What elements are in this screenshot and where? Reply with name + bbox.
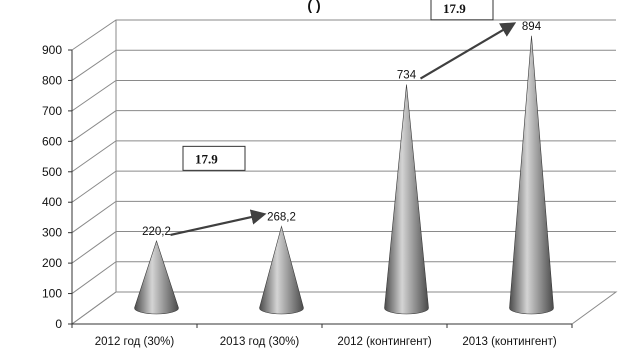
x-tick-label: 2013 год (30%) (220, 336, 300, 348)
y-tick-label: 900 (42, 43, 62, 57)
cone-series (135, 36, 554, 314)
y-tick-label: 600 (42, 134, 62, 148)
cone-bar (385, 85, 429, 314)
x-tick-label: 2012 год (30%) (95, 336, 175, 348)
data-label: 220,2 (142, 226, 171, 238)
data-labels: 220,2 268,2 734 894 (142, 21, 542, 238)
y-tick-label: 200 (42, 256, 62, 270)
y-axis-ticks: 0 100 200 300 400 500 600 700 800 900 (42, 43, 62, 331)
data-label: 734 (397, 70, 417, 82)
x-tick-label: 2013 (контингент) (462, 336, 557, 348)
cone-bar (135, 241, 179, 314)
data-label: 894 (522, 21, 542, 33)
x-axis-ticks: 2012 год (30%) 2013 год (30%) 2012 (контин… (95, 336, 557, 348)
x-tick-label: 2012 (контингент) (337, 336, 432, 348)
y-tick-label: 300 (42, 226, 62, 240)
trend-arrow (421, 24, 514, 79)
y-tick-label: 400 (42, 195, 62, 209)
cone-bar (510, 36, 554, 314)
y-tick-label: 800 (42, 73, 62, 87)
annotations: 17.9 17.9 (171, 0, 514, 235)
y-tick-label: 700 (42, 104, 62, 118)
y-tick-label: 100 (42, 287, 62, 301)
data-label: 268,2 (267, 211, 296, 223)
y-tick-label: 0 (55, 317, 62, 331)
chart-title-fragment: ( ) (307, 0, 320, 13)
annotation-text: 17.9 (195, 151, 218, 166)
cone-bar (260, 226, 304, 314)
annotation-text: 17.9 (443, 1, 466, 16)
y-tick-label: 500 (42, 165, 62, 179)
